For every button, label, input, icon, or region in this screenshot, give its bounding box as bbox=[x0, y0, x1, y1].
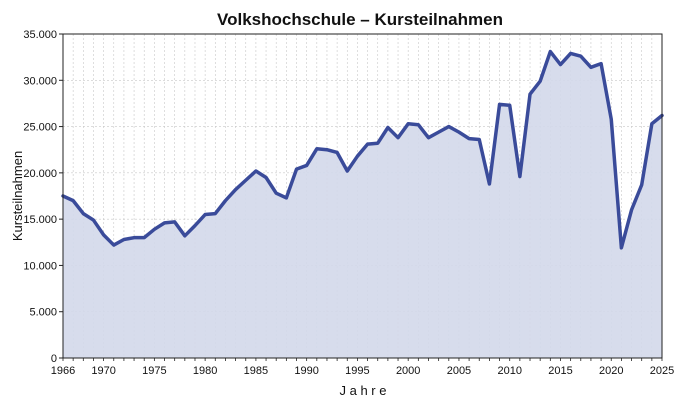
plot-frame bbox=[62, 33, 663, 359]
y-tick-label: 30.000 bbox=[23, 75, 57, 87]
y-axis-label: Kursteilnahmen bbox=[10, 151, 25, 241]
x-tick-label: 2005 bbox=[447, 365, 471, 377]
x-tick-label: 1970 bbox=[91, 365, 115, 377]
tick-labels: 1966 1970 1975 1980 1985 1990 1995 2000 2005 2010… bbox=[23, 29, 674, 377]
x-tick-label: 2025 bbox=[650, 365, 674, 377]
y-tick-label: 5.000 bbox=[29, 307, 57, 319]
y-tick-label: 25.000 bbox=[23, 122, 57, 134]
axes bbox=[59, 33, 663, 361]
x-tick-label: 1985 bbox=[244, 365, 268, 377]
x-tick-label: 2010 bbox=[497, 365, 521, 377]
series-line bbox=[61, 49, 664, 250]
x-tick-label: 1975 bbox=[142, 365, 166, 377]
series-area bbox=[61, 49, 664, 359]
x-tick-label: 2000 bbox=[396, 365, 420, 377]
y-tick-label: 15.000 bbox=[23, 214, 57, 226]
x-tick-label: 1980 bbox=[193, 365, 217, 377]
x-tick-label: 1990 bbox=[294, 365, 318, 377]
y-tick-label: 0 bbox=[51, 353, 57, 365]
x-axis-label: J a h r e bbox=[340, 383, 387, 398]
x-tick-label: 1966 bbox=[51, 365, 75, 377]
area-fill bbox=[63, 51, 662, 359]
y-tick-label: 20.000 bbox=[23, 168, 57, 180]
x-tick-label: 1995 bbox=[345, 365, 369, 377]
y-tick-label: 10.000 bbox=[23, 260, 57, 272]
x-tick-label: 2015 bbox=[548, 365, 572, 377]
y-tick-label: 35.000 bbox=[23, 29, 57, 41]
x-tick-label: 2020 bbox=[599, 365, 623, 377]
chart-title: Volkshochschule – Kursteilnahmen bbox=[217, 10, 503, 29]
